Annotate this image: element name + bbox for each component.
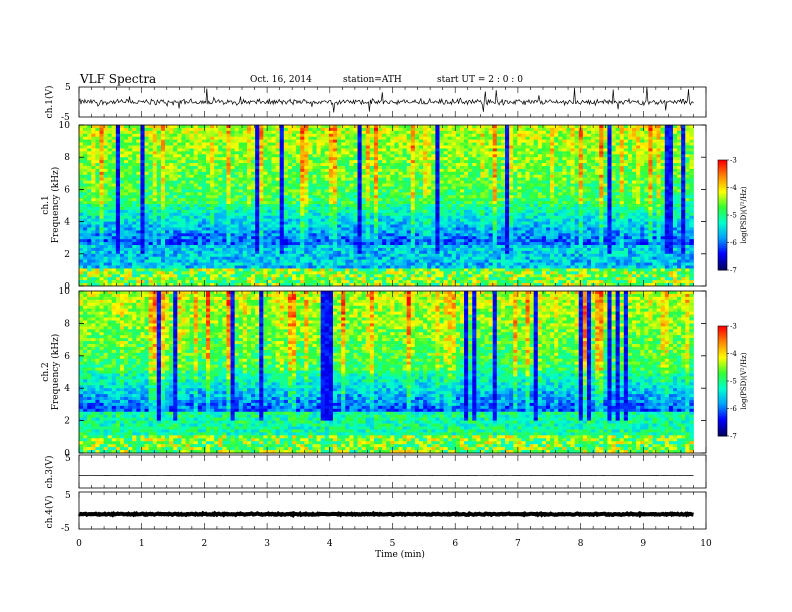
ch4-waveform-trace [79, 513, 694, 515]
ch1-spectrogram-image [79, 125, 694, 286]
x-tick-label: 8 [578, 539, 584, 549]
ch4-ytick-top: 5 [65, 491, 71, 501]
ytick-label: 4 [64, 218, 70, 228]
waveform-line [79, 513, 694, 515]
ytick-label: 2 [64, 250, 70, 260]
ch4-waveform-ylabel: ch.4(V) [44, 496, 55, 529]
colorbar-tick-label: -3 [730, 323, 737, 331]
waveform-line [79, 87, 694, 113]
ytick-label: 4 [64, 384, 70, 394]
ytick-label: 2 [64, 417, 70, 427]
x-tick-label: 9 [640, 539, 646, 549]
colorbar-tick-label: -3 [730, 157, 737, 165]
ytick-label: 10 [59, 121, 71, 131]
figure-title: VLF Spectra [79, 72, 156, 86]
colorbar-label: log(PSD)(V²/Hz) [740, 352, 748, 409]
colorbar-tick-label: -6 [730, 405, 737, 413]
colorbar-tick-label: -4 [730, 184, 737, 192]
ytick-label: 10 [59, 287, 71, 297]
ch1-waveform-ylabel: ch.1(V) [44, 86, 55, 119]
colorbar-tick-label: -7 [730, 267, 737, 275]
ch2-frequency-ylabel: Frequency (kHz) [50, 334, 61, 411]
ch1-colorbar: -3 -4 -5 -6 -7 log(PSD)(V²/Hz) [718, 157, 748, 275]
x-axis-label: Time (min) [375, 549, 425, 560]
ch3-waveform-trace [79, 475, 694, 476]
ch2-channel-label: ch.2 [41, 362, 51, 381]
ch1-waveform-trace [79, 87, 694, 113]
waveform-line [79, 475, 694, 476]
ch3-ytick-top: 5 [65, 454, 71, 464]
colorbar-tick-label: -6 [730, 239, 737, 247]
x-axis-tick-labels: 0 1 2 3 4 5 6 7 8 9 10 [76, 539, 712, 549]
date-label: Oct. 16, 2014 [250, 75, 312, 85]
colorbar-label: log(PSD)(V²/Hz) [740, 186, 748, 243]
ch1-channel-label: ch.1 [41, 195, 51, 214]
ch2-spectrogram-image [79, 291, 694, 453]
colorbar-tick-label: -5 [730, 378, 737, 386]
x-tick-label: 7 [515, 539, 521, 549]
ch4-ytick-bottom: -5 [61, 524, 70, 534]
x-tick-label: 4 [327, 539, 333, 549]
ch1-frequency-ylabel: Frequency (kHz) [50, 167, 61, 244]
x-tick-label: 2 [202, 539, 208, 549]
ch3-waveform-panel: 5 ch.3(V) [44, 454, 706, 488]
x-tick-label: 3 [264, 539, 270, 549]
ytick-label: 8 [64, 319, 70, 329]
ch2-colorbar: -3 -4 -5 -6 -7 log(PSD)(V²/Hz) [718, 323, 748, 441]
station-label: station=ATH [343, 75, 402, 85]
ch3-waveform-ylabel: ch.3(V) [44, 456, 55, 489]
x-tick-label: 0 [76, 539, 82, 549]
ytick-label: 6 [64, 185, 70, 195]
x-tick-label: 10 [700, 539, 712, 549]
ch1-ytick-top: 5 [65, 83, 71, 93]
ytick-label: 6 [64, 352, 70, 362]
x-tick-label: 6 [452, 539, 458, 549]
x-tick-label: 5 [390, 539, 396, 549]
start-time-label: start UT = 2 : 0 : 0 [437, 75, 523, 85]
ytick-label: 8 [64, 153, 70, 163]
ch4-waveform-panel: 5 -5 ch.4(V) [44, 491, 706, 534]
x-tick-label: 1 [139, 539, 145, 549]
ch1-waveform-panel: 5 -5 ch.1(V) [44, 83, 706, 123]
colorbar-tick-label: -4 [730, 350, 737, 358]
colorbar-tick-label: -7 [730, 433, 737, 441]
colorbar-tick-label: -5 [730, 212, 737, 220]
